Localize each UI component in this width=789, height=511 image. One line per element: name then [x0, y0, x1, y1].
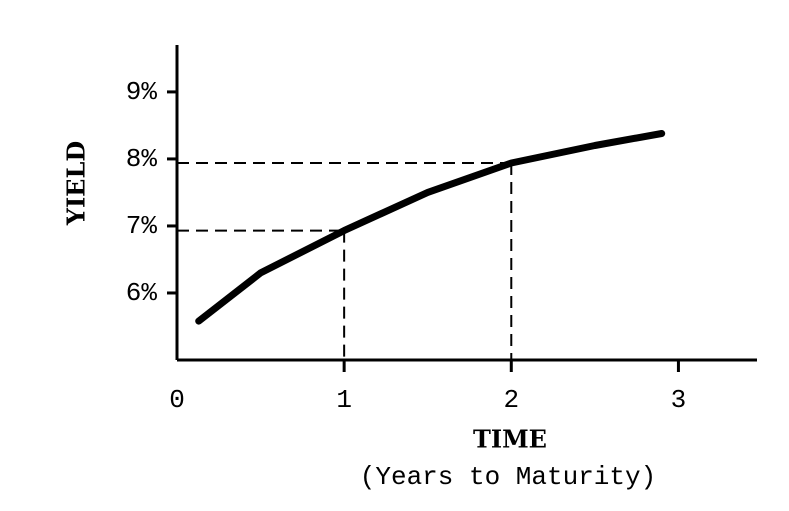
x-tick-label: 1: [336, 385, 352, 415]
y-tick-label: 7%: [126, 211, 158, 241]
y-tick-label: 8%: [126, 144, 158, 174]
x-tick-label: 2: [503, 385, 519, 415]
yield-curve: [195, 130, 666, 325]
y-axis-label: YIELD: [62, 141, 91, 226]
x-axis-sublabel: (Years to Maturity): [360, 462, 656, 492]
x-axis-label: TIME: [473, 425, 547, 454]
y-tick-label: 6%: [126, 278, 158, 308]
y-tick-label: 9%: [126, 77, 158, 107]
x-tick-label: 3: [671, 385, 687, 415]
x-tick-label: 0: [169, 385, 185, 415]
